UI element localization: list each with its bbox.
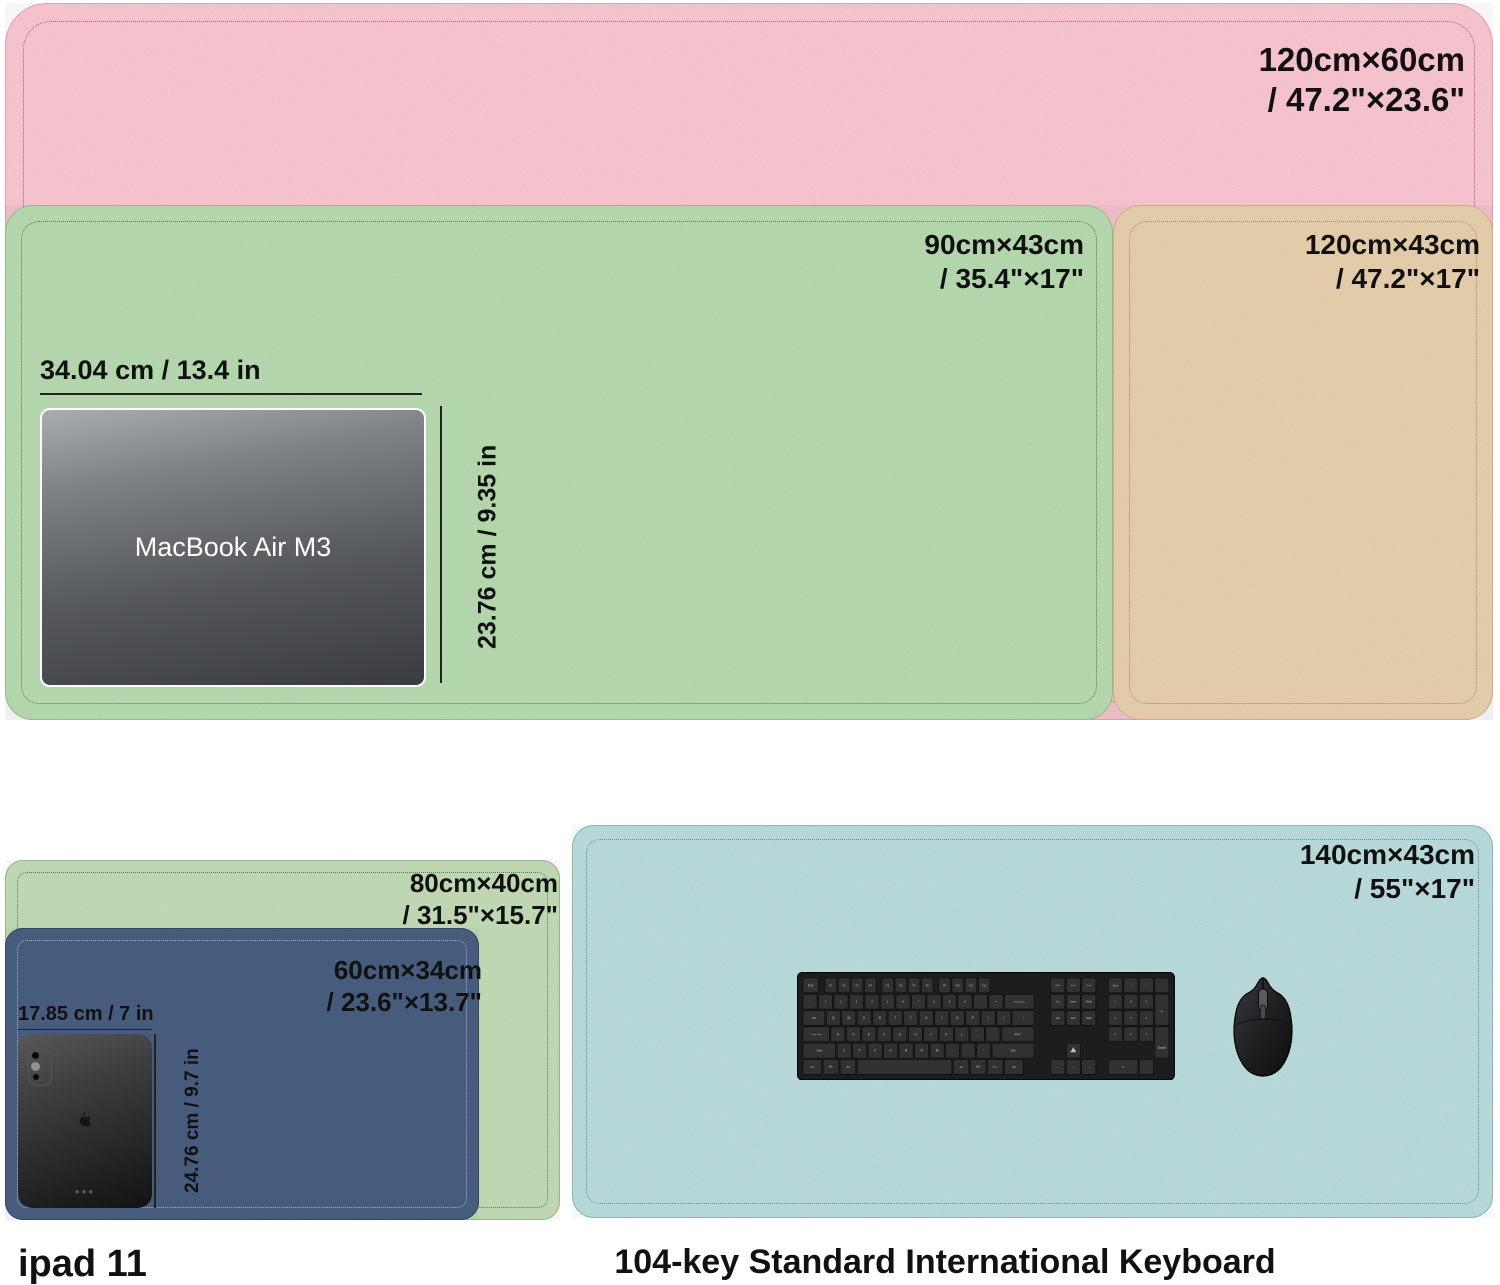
svg-text:End: End bbox=[1071, 1017, 1076, 1020]
svg-text:I: I bbox=[941, 1016, 942, 1020]
svg-text:-: - bbox=[980, 1000, 981, 1004]
svg-text:/: / bbox=[983, 1049, 984, 1053]
svg-text:Enter: Enter bbox=[1015, 1032, 1021, 1036]
svg-text:B: B bbox=[905, 1049, 907, 1053]
svg-text:Tab: Tab bbox=[812, 1016, 817, 1020]
svg-text:↓: ↓ bbox=[1072, 1065, 1074, 1069]
svg-text:.: . bbox=[968, 1049, 969, 1053]
svg-text:[: [ bbox=[988, 1016, 989, 1020]
svg-text:Ctrl: Ctrl bbox=[1012, 1065, 1016, 1069]
svg-text:.: . bbox=[1146, 1065, 1147, 1069]
svg-text:F12: F12 bbox=[982, 983, 987, 987]
svg-text:Alt: Alt bbox=[960, 1065, 963, 1069]
svg-text:Win: Win bbox=[829, 1066, 834, 1069]
svg-text:PgDn: PgDn bbox=[1086, 1017, 1093, 1020]
svg-text:Shift: Shift bbox=[1011, 1049, 1016, 1052]
svg-text:W: W bbox=[847, 1016, 850, 1020]
svg-text:T: T bbox=[894, 1016, 896, 1020]
svg-text:`: ` bbox=[810, 1000, 811, 1004]
svg-text:Win: Win bbox=[976, 1066, 981, 1069]
svg-text:F11: F11 bbox=[969, 983, 974, 987]
svg-text:L: L bbox=[961, 1032, 963, 1036]
svg-text:ScrLk: ScrLk bbox=[1071, 984, 1076, 987]
svg-text:M: M bbox=[936, 1049, 939, 1053]
svg-text:Pause: Pause bbox=[1086, 985, 1093, 987]
svg-text:,: , bbox=[952, 1049, 953, 1053]
svg-text:S: S bbox=[852, 1032, 854, 1036]
svg-text:→: → bbox=[1087, 1065, 1090, 1069]
svg-text:Enter: Enter bbox=[1158, 1046, 1167, 1050]
svg-text:P: P bbox=[972, 1016, 974, 1020]
svg-text:*: * bbox=[1146, 983, 1147, 987]
svg-text:Del: Del bbox=[1056, 1017, 1060, 1020]
svg-text:Backspace: Backspace bbox=[1014, 1001, 1025, 1003]
svg-text:Ctrl: Ctrl bbox=[810, 1065, 814, 1069]
svg-text:Caps Lock: Caps Lock bbox=[811, 1034, 822, 1036]
svg-text:F10: F10 bbox=[956, 983, 961, 987]
svg-text:Home: Home bbox=[1070, 1000, 1077, 1003]
svg-text:F: F bbox=[883, 1032, 885, 1036]
svg-text:Alt: Alt bbox=[846, 1065, 849, 1069]
svg-text:Shift: Shift bbox=[817, 1049, 823, 1053]
svg-text:Esc: Esc bbox=[808, 983, 814, 987]
svg-text:Num: Num bbox=[1113, 983, 1118, 987]
svg-text:-: - bbox=[1161, 984, 1162, 987]
svg-text:E: E bbox=[863, 1016, 865, 1020]
svg-text:=: = bbox=[995, 1000, 997, 1004]
svg-text:PgUp: PgUp bbox=[1086, 1000, 1093, 1003]
svg-text:Menu: Menu bbox=[993, 1067, 998, 1069]
svg-text:]: ] bbox=[1003, 1016, 1004, 1020]
svg-text:←: ← bbox=[1056, 1065, 1059, 1069]
svg-text:Z: Z bbox=[843, 1049, 845, 1053]
svg-text:PrtSc: PrtSc bbox=[1055, 984, 1060, 987]
